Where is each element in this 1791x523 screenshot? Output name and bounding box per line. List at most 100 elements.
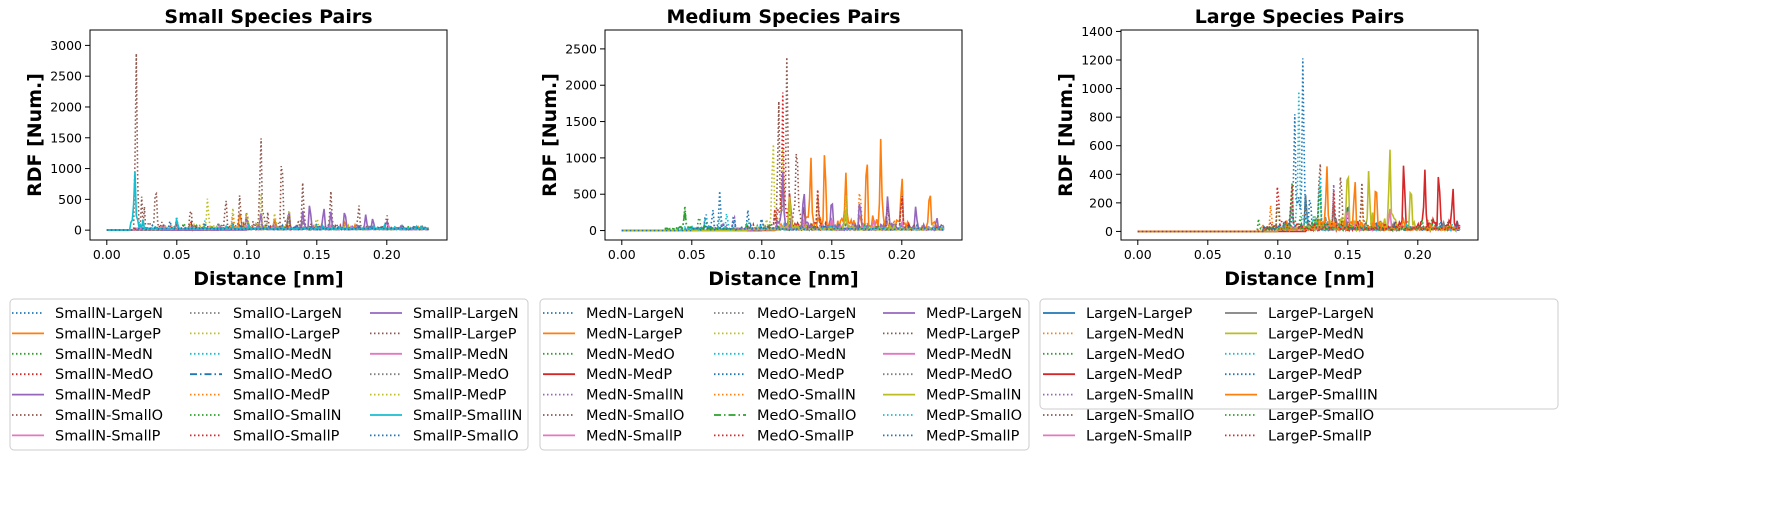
legend-entry: SmallP-LargeN	[413, 306, 519, 322]
x-tick-label: 0.10	[748, 247, 776, 262]
y-tick-label: 0	[589, 223, 597, 238]
x-tick-label: 0.05	[678, 247, 706, 262]
series-line-largep-medp	[1137, 58, 1461, 234]
legend-entry: MedN-LargeN	[586, 306, 684, 322]
y-tick-label: 200	[1089, 195, 1113, 210]
x-axis-label: Distance [nm]	[1224, 268, 1374, 290]
legend-entry: SmallO-LargeP	[233, 326, 340, 342]
legend-entry: SmallO-SmallP	[233, 428, 340, 444]
legend-entry: MedO-SmallO	[757, 408, 856, 424]
series-line-smalln-smallo	[106, 53, 429, 232]
legend-entry: LargeP-SmallIN	[1268, 388, 1378, 404]
legend-box	[9, 298, 529, 451]
y-tick-label: 800	[1089, 110, 1113, 125]
legend-entry: MedN-SmallP	[586, 428, 682, 444]
y-tick-label: 2500	[50, 69, 82, 84]
series-line-medo-smallp	[621, 92, 945, 232]
legend-entry: SmallO-MedN	[233, 347, 332, 363]
legend-entry: MedO-LargeP	[757, 326, 854, 342]
plot-area	[1137, 58, 1461, 234]
legend-entry: SmallP-MedN	[413, 347, 508, 363]
y-axis-label: RDF [Num.]	[1055, 73, 1077, 197]
legend-entry: SmallN-LargeN	[55, 306, 163, 322]
series-line-smallp-smallo	[106, 218, 429, 231]
legend-entry: SmallO-MedP	[233, 388, 330, 404]
chart-title: Medium Species Pairs	[666, 6, 900, 28]
legend-entry: SmallN-SmallO	[55, 408, 163, 424]
legend-entry: LargeP-LargeN	[1268, 306, 1374, 322]
y-tick-label: 500	[58, 192, 82, 207]
x-tick-label: 0.05	[1194, 247, 1222, 262]
y-tick-label: 1000	[565, 150, 597, 165]
legend-entry: LargeP-MedO	[1268, 347, 1365, 363]
legend-entry: MedO-MedP	[757, 367, 844, 383]
legend-entry: LargeP-MedP	[1268, 367, 1362, 383]
x-tick-label: 0.20	[373, 247, 401, 262]
plot-area	[621, 57, 945, 233]
legend-entry: SmallP-MedO	[413, 367, 509, 383]
y-tick-label: 0	[74, 223, 82, 238]
y-tick-label: 1000	[50, 161, 82, 176]
series-line-medp-largen	[621, 172, 945, 232]
plot-area	[106, 53, 430, 232]
legend-entry: LargeP-SmallP	[1268, 428, 1372, 444]
legend-entry: MedN-SmallO	[586, 408, 684, 424]
legend-entry: MedO-SmallP	[757, 428, 854, 444]
y-tick-label: 1400	[1081, 24, 1113, 39]
series-line-medp-smallp	[621, 218, 945, 232]
legend-entry: SmallO-SmallN	[233, 408, 341, 424]
x-axis-label: Distance [nm]	[193, 268, 343, 290]
legend-entry: LargeN-MedN	[1086, 326, 1184, 342]
legend-entry: SmallN-LargeP	[55, 326, 161, 342]
legend-entry: MedO-MedN	[757, 347, 846, 363]
series-line-medo-largep	[621, 144, 945, 232]
y-tick-label: 1500	[50, 130, 82, 145]
series-line-medp-smalln	[621, 196, 945, 232]
series-line-largep-smallp	[1137, 185, 1460, 233]
y-tick-label: 2500	[565, 41, 597, 56]
x-tick-label: 0.10	[1264, 247, 1292, 262]
y-axis-label: RDF [Num.]	[539, 73, 561, 197]
legend-entry: MedO-SmallN	[757, 388, 856, 404]
y-tick-label: 0	[1105, 224, 1113, 239]
legend-entry: SmallN-MedN	[55, 347, 153, 363]
legend-entry: SmallN-MedP	[55, 388, 151, 404]
y-tick-label: 3000	[50, 38, 82, 53]
x-tick-label: 0.05	[163, 247, 191, 262]
legend-entry: MedN-MedO	[586, 347, 675, 363]
x-tick-label: 0.20	[888, 247, 916, 262]
legend-entry: SmallP-MedP	[413, 388, 507, 404]
chart-title: Small Species Pairs	[164, 6, 372, 28]
legend-entry: SmallP-LargeP	[413, 326, 517, 342]
legend-entry: SmallN-SmallP	[55, 428, 161, 444]
y-tick-label: 500	[573, 187, 597, 202]
x-tick-label: 0.10	[233, 247, 261, 262]
legend-entry: LargeN-SmallP	[1086, 428, 1192, 444]
plot-frame	[604, 29, 963, 241]
series-line-smallo-largep	[106, 193, 429, 232]
x-tick-label: 0.00	[608, 247, 636, 262]
legend: SmallN-LargeN SmallN-LargeP SmallN-MedN Sma…	[9, 298, 529, 451]
y-tick-label: 1200	[1081, 53, 1113, 68]
y-tick-label: 1000	[1081, 81, 1113, 96]
legend-entry: MedP-LargeN	[926, 306, 1022, 322]
y-tick-label: 400	[1089, 167, 1113, 182]
y-tick-label: 2000	[565, 78, 597, 93]
legend-entry: MedP-LargeP	[926, 326, 1020, 342]
legend: LargeN-LargeP LargeN-MedN LargeN-MedO Large…	[1039, 298, 1559, 444]
x-tick-label: 0.15	[1334, 247, 1362, 262]
legend: MedN-LargeN MedN-LargeP MedN-MedO MedN-MedP…	[539, 298, 1030, 451]
legend-entry: MedP-SmallO	[926, 408, 1022, 424]
legend-entry: LargeN-LargeP	[1086, 306, 1193, 322]
chart-panel: Small Species Pairs 0.00 0.05 0.10 0.15 0.20 0…	[9, 6, 529, 451]
legend-entry: SmallN-MedO	[55, 367, 153, 383]
series-line-largep-medn	[1137, 149, 1461, 233]
x-tick-label: 0.15	[303, 247, 331, 262]
y-tick-label: 600	[1089, 138, 1113, 153]
legend-entry: SmallO-LargeN	[233, 306, 342, 322]
plot-frame	[89, 29, 448, 241]
x-tick-label: 0.15	[818, 247, 846, 262]
y-tick-label: 2000	[50, 99, 82, 114]
